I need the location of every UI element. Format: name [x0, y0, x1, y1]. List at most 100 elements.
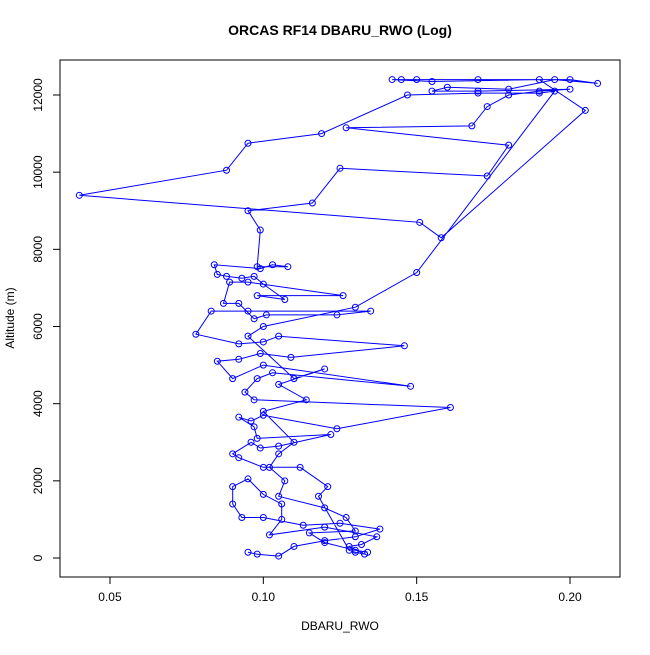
data-point: [535, 76, 543, 84]
data-point: [416, 218, 424, 226]
x-tick-label: 0.10: [252, 590, 276, 604]
data-point: [275, 380, 283, 388]
data-point: [250, 396, 258, 404]
data-point: [210, 261, 218, 269]
data-point: [247, 438, 255, 446]
data-point: [315, 492, 323, 500]
data-point: [269, 369, 277, 377]
data-point: [265, 531, 273, 539]
data-point: [259, 490, 267, 498]
data-point: [244, 548, 252, 556]
data-point: [219, 299, 227, 307]
data-point: [388, 76, 396, 84]
data-point: [259, 323, 267, 331]
data-point: [373, 533, 381, 541]
data-point: [290, 375, 298, 383]
data-point: [275, 332, 283, 340]
data-point: [566, 76, 574, 84]
y-tick-label: 2000: [31, 467, 45, 494]
data-point: [581, 106, 589, 114]
data-point: [256, 226, 264, 234]
data-point: [244, 307, 252, 315]
data-point: [299, 521, 307, 529]
data-point: [259, 407, 267, 415]
data-point: [345, 542, 353, 550]
data-point: [75, 191, 83, 199]
x-tick-label: 0.05: [98, 590, 122, 604]
data-point: [428, 87, 436, 95]
data-point: [428, 77, 436, 85]
y-tick-label: 4000: [31, 390, 45, 417]
data-point: [259, 411, 267, 419]
data-point: [321, 537, 329, 545]
data-point: [247, 417, 255, 425]
data-point: [468, 122, 476, 130]
data-point: [235, 299, 243, 307]
data-point: [223, 272, 231, 280]
data-point: [278, 515, 286, 523]
data-point: [259, 361, 267, 369]
data-point: [403, 91, 411, 99]
data-point: [321, 523, 329, 531]
data-point: [535, 89, 543, 97]
x-axis-label: DBARU_RWO: [301, 619, 379, 633]
data-point: [235, 413, 243, 421]
data-point: [278, 500, 286, 508]
data-point: [275, 552, 283, 560]
data-point: [275, 442, 283, 450]
data-point: [244, 332, 252, 340]
data-point: [192, 330, 200, 338]
data-point: [505, 85, 513, 93]
data-point: [327, 431, 335, 439]
data-point: [437, 234, 445, 242]
data-point: [321, 504, 329, 512]
data-point: [357, 541, 365, 549]
data-point: [474, 87, 482, 95]
data-point: [474, 76, 482, 84]
data-point: [223, 166, 231, 174]
data-point: [259, 514, 267, 522]
data-point: [351, 548, 359, 556]
data-point: [336, 519, 344, 527]
data-point: [250, 272, 258, 280]
data-point: [259, 338, 267, 346]
data-point: [265, 463, 273, 471]
y-tick-label: 12000: [31, 78, 45, 112]
x-tick-label: 0.20: [558, 590, 582, 604]
data-point: [407, 382, 415, 390]
data-point: [244, 278, 252, 286]
data-point: [324, 483, 332, 491]
data-point: [367, 307, 375, 315]
data-point: [400, 342, 408, 350]
data-point: [229, 500, 237, 508]
data-point: [551, 76, 559, 84]
y-axis-label: Altitude (m): [3, 287, 17, 348]
chart-title: ORCAS RF14 DBARU_RWO (Log): [228, 22, 452, 38]
data-point: [413, 76, 421, 84]
data-point: [281, 477, 289, 485]
data-point: [594, 79, 602, 87]
data-point: [333, 311, 341, 319]
data-point: [351, 546, 359, 554]
data-point: [287, 353, 295, 361]
plot-frame: [59, 59, 621, 578]
data-point: [566, 85, 574, 93]
data-point: [342, 124, 350, 132]
data-point: [256, 350, 264, 358]
data-point: [207, 307, 215, 315]
data-point: [229, 483, 237, 491]
data-point: [443, 83, 451, 91]
data-point: [229, 450, 237, 458]
data-point: [250, 423, 258, 431]
data-point: [308, 199, 316, 207]
data-point: [241, 388, 249, 396]
data-point: [269, 261, 277, 269]
y-tick-label: 10000: [31, 155, 45, 189]
data-point: [244, 475, 252, 483]
data-point: [551, 87, 559, 95]
data-point: [305, 529, 313, 537]
data-point: [235, 355, 243, 363]
data-point: [336, 164, 344, 172]
data-point: [446, 404, 454, 412]
